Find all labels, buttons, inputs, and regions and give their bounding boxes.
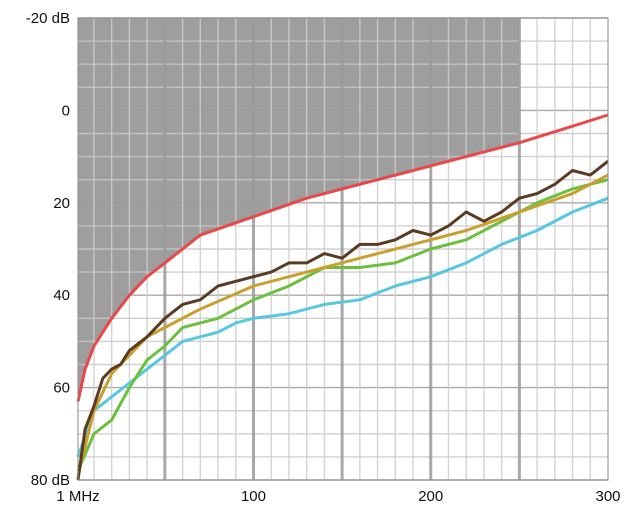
x-axis: 1 MHz 100 200 300 [56,488,620,505]
x-tick-label: 300 [595,488,620,505]
y-tick-label: -20 dB [26,10,70,27]
series-line-3 [76,178,609,472]
y-tick-label: 60 [53,380,70,397]
x-tick-label: 100 [241,488,266,505]
series-line-1 [76,160,609,481]
x-tick-label: 200 [418,488,443,505]
y-tick-label: 80 dB [31,472,70,489]
y-axis: -20 dB 0 20 40 60 80 dB [26,10,70,489]
series-layer [76,113,609,481]
limit-line [76,113,609,402]
x-tick-label: 1 MHz [56,488,99,505]
y-tick-label: 20 [53,195,70,212]
shaded-region [78,18,520,402]
plot-frame [77,17,609,481]
y-tick-label: 40 [53,287,70,304]
y-tick-label: 0 [62,102,70,119]
grid-lines [78,17,608,481]
